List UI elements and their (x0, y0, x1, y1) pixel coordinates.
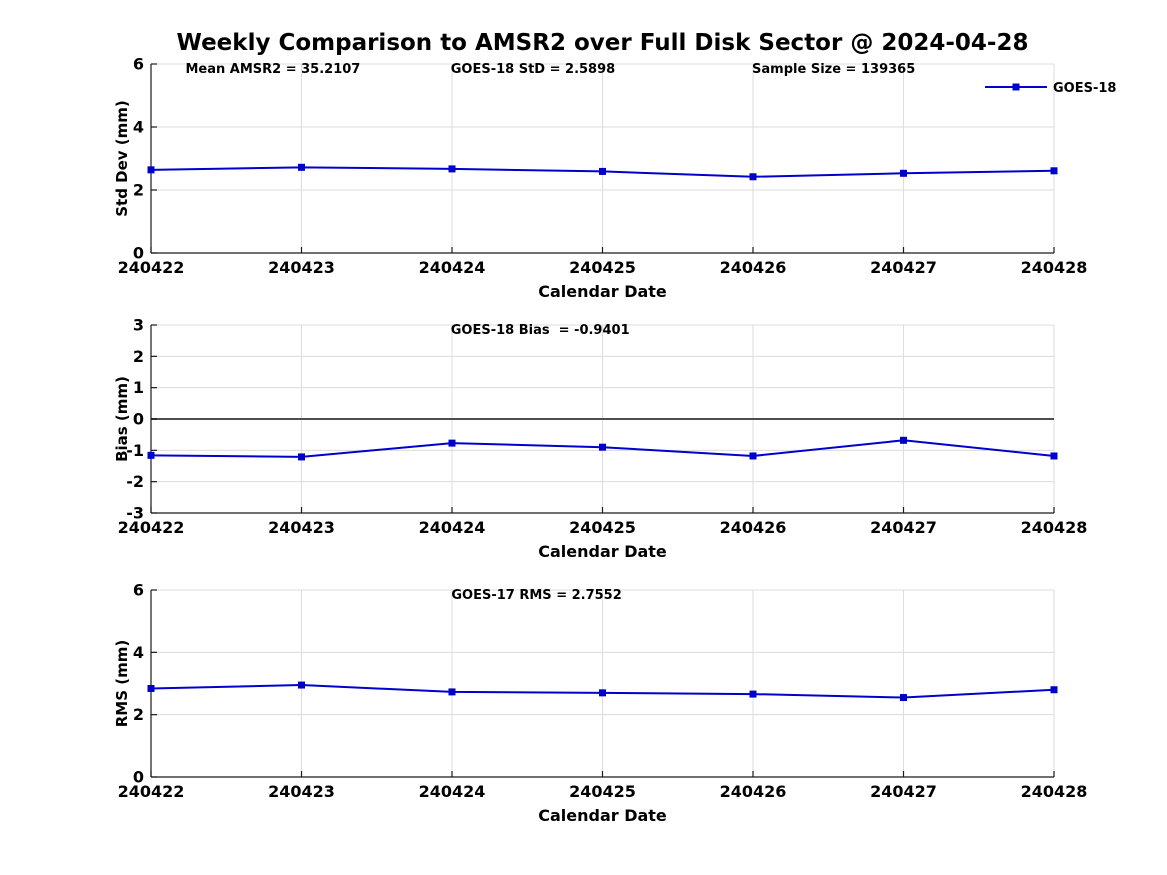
y-tick-label: 6 (133, 581, 144, 600)
x-tick-label: 240425 (569, 258, 636, 277)
data-point-marker (147, 166, 155, 174)
x-tick-label: 240423 (268, 782, 335, 801)
data-point-marker (599, 167, 606, 175)
y-tick-label: -1 (126, 441, 144, 460)
y-tick-label: 0 (133, 244, 144, 263)
x-tick-label: 240427 (870, 518, 937, 537)
data-point-marker (749, 173, 757, 181)
y-tick-label: 4 (133, 118, 144, 137)
data-point-marker (298, 453, 305, 461)
y-axis-label: Std Dev (mm) (113, 100, 131, 217)
x-tick-label: 240422 (118, 782, 185, 801)
data-point-marker (448, 165, 456, 173)
x-tick-label: 240426 (720, 782, 787, 801)
data-point-marker (749, 452, 757, 460)
data-point-marker (1050, 686, 1058, 694)
y-axis-label: RMS (mm) (113, 640, 131, 727)
y-tick-label: -2 (126, 472, 144, 491)
data-point-marker (749, 690, 757, 698)
annotation: Mean AMSR2 = 35.2107 (185, 62, 360, 77)
y-tick-label: -3 (126, 504, 144, 523)
y-tick-label: 3 (133, 316, 144, 335)
x-tick-label: 240422 (118, 258, 185, 277)
annotation: GOES-17 RMS = 2.7552 (451, 588, 621, 603)
data-point-marker (1050, 452, 1058, 460)
data-point-marker (298, 163, 305, 171)
x-tick-label: 240425 (569, 518, 636, 537)
data-point-marker (599, 443, 606, 451)
x-tick-label: 240423 (268, 518, 335, 537)
x-tick-label: 240424 (419, 518, 486, 537)
annotation: Sample Size = 139365 (752, 62, 915, 77)
y-tick-label: 2 (133, 705, 144, 724)
data-point-marker (448, 439, 456, 447)
legend-marker (1012, 83, 1020, 91)
x-tick-label: 240428 (1021, 518, 1088, 537)
chart-title: Weekly Comparison to AMSR2 over Full Dis… (176, 30, 1029, 56)
x-tick-label: 240424 (419, 258, 486, 277)
data-point-marker (900, 694, 907, 702)
x-tick-label: 240428 (1021, 782, 1088, 801)
x-tick-label: 240426 (720, 518, 787, 537)
y-tick-label: 2 (133, 181, 144, 200)
x-tick-label: 240427 (870, 782, 937, 801)
y-tick-label: 6 (133, 55, 144, 74)
y-tick-label: 2 (133, 347, 144, 366)
x-axis-label: Calendar Date (538, 542, 667, 561)
y-tick-label: 1 (133, 378, 144, 397)
x-tick-label: 240422 (118, 518, 185, 537)
data-point-marker (298, 681, 305, 689)
data-point-marker (147, 684, 155, 692)
data-point-marker (900, 169, 907, 177)
x-axis-label: Calendar Date (538, 806, 667, 825)
x-tick-label: 240428 (1021, 258, 1088, 277)
subplot-bias: 240422 240423 240424 240425 240426 240427 2404… (113, 316, 1087, 562)
grid (151, 589, 1055, 777)
data-point-marker (1050, 167, 1058, 175)
x-tick-label: 240426 (720, 258, 787, 277)
annotation: GOES-18 StD = 2.5898 (451, 62, 615, 77)
y-axis-label: Bias (mm) (113, 376, 131, 462)
y-tick-label: 4 (133, 643, 144, 662)
data-point-marker (147, 451, 155, 459)
y-tick-label: 0 (133, 410, 144, 429)
legend-label: GOES-18 (1053, 81, 1116, 96)
annotation: GOES-18 Bias = -0.9401 (451, 323, 630, 338)
subplot-std-dev: 240422 240423 240424 240425 240426 240427 2404… (113, 55, 1116, 302)
data-point-marker (599, 689, 606, 697)
x-axis-label: Calendar Date (538, 282, 667, 301)
grid (151, 63, 1055, 253)
x-tick-label: 240423 (268, 258, 335, 277)
x-tick-label: 240424 (419, 782, 486, 801)
legend: GOES-18 (985, 81, 1116, 96)
x-tick-label: 240427 (870, 258, 937, 277)
x-tick-label: 240425 (569, 782, 636, 801)
data-point-marker (900, 436, 907, 444)
subplot-rms: 240422 240423 240424 240425 240426 240427 2404… (113, 581, 1087, 826)
data-point-marker (448, 688, 456, 696)
y-tick-label: 0 (133, 768, 144, 787)
